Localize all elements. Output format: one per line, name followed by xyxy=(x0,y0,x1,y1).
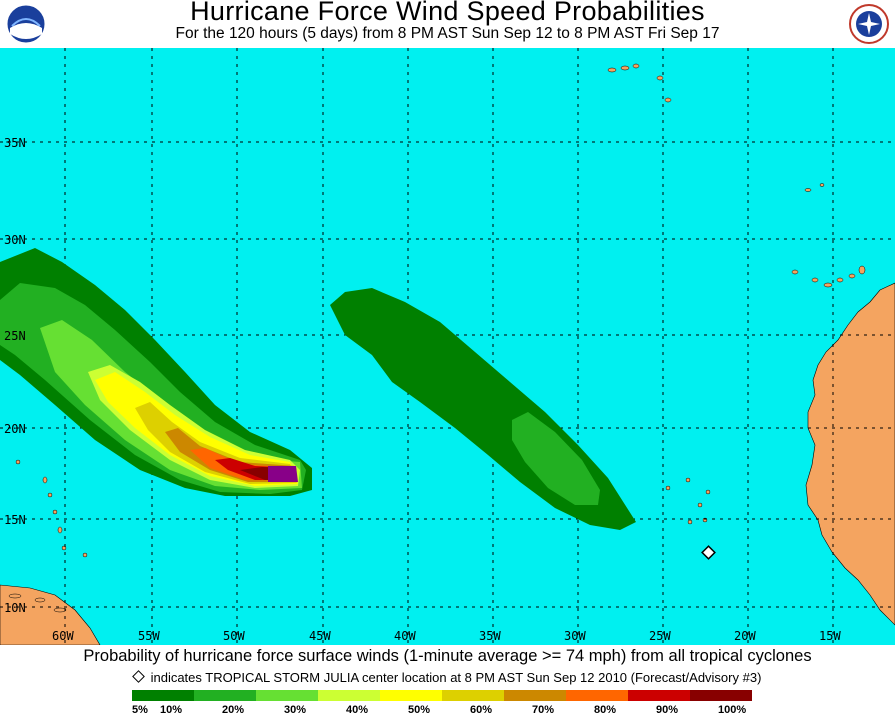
lon-label: 55W xyxy=(138,629,160,643)
legend-label: 90% xyxy=(656,704,679,716)
legend-label: 70% xyxy=(532,704,555,716)
legend-label: 60% xyxy=(470,704,493,716)
lon-label: 40W xyxy=(394,629,416,643)
footer: Probability of hurricane force surface w… xyxy=(0,645,895,716)
legend-swatch xyxy=(380,690,442,701)
lat-label: 10N xyxy=(4,601,26,615)
lon-label: 45W xyxy=(309,629,331,643)
legend-swatch xyxy=(628,690,690,701)
africa-land xyxy=(805,282,895,626)
page-subtitle: For the 120 hours (5 days) from 8 PM AST… xyxy=(175,25,720,42)
lat-label: 25N xyxy=(4,329,26,343)
legend-label: 5% xyxy=(132,704,148,716)
legend-swatch xyxy=(194,690,256,701)
legend-swatch xyxy=(132,690,194,701)
legend-swatch xyxy=(504,690,566,701)
lat-label: 35N xyxy=(4,136,26,150)
latitude-labels: 35N 30N 25N 20N 15N 10N xyxy=(4,136,26,615)
legend-swatch xyxy=(442,690,504,701)
map-caption: Probability of hurricane force surface w… xyxy=(83,647,812,665)
legend-label: 10% xyxy=(160,704,183,716)
noaa-logo xyxy=(6,4,46,44)
storm-center-marker xyxy=(701,545,716,560)
legend-label: 20% xyxy=(222,704,245,716)
lon-label: 15W xyxy=(819,629,841,643)
header: Hurricane Force Wind Speed Probabilities… xyxy=(0,0,895,48)
lon-label: 30W xyxy=(564,629,586,643)
lon-label: 25W xyxy=(649,629,671,643)
legend-labels: 5% 10% 20% 30% 40% 50% 60% 70% 80% 90% 1… xyxy=(0,704,895,718)
lon-label: 20W xyxy=(734,629,756,643)
legend-swatch xyxy=(566,690,628,701)
legend-label: 80% xyxy=(594,704,617,716)
legend-label: 30% xyxy=(284,704,307,716)
national-weather-service-logo xyxy=(849,4,889,44)
storm-note-text: indicates TROPICAL STORM JULIA center lo… xyxy=(150,670,762,685)
lat-label: 20N xyxy=(4,422,26,436)
julia-probability-swath xyxy=(0,248,312,496)
page-title: Hurricane Force Wind Speed Probabilities xyxy=(190,0,705,26)
lat-label: 15N xyxy=(4,513,26,527)
storm-note: indicates TROPICAL STORM JULIA center lo… xyxy=(0,670,895,685)
legend-label: 100% xyxy=(718,704,747,716)
lon-label: 60W xyxy=(52,629,74,643)
lon-label: 35W xyxy=(479,629,501,643)
legend-swatch xyxy=(690,690,752,701)
longitude-labels: 60W 55W 50W 45W 40W 35W 30W 25W 20W 15W xyxy=(52,629,841,643)
islands xyxy=(8,63,866,613)
probability-map: 35N 30N 25N 20N 15N 10N 60W 55W 50W 45W … xyxy=(0,48,895,645)
lat-label: 30N xyxy=(4,233,26,247)
eastern-probability-swath xyxy=(330,288,636,530)
lon-label: 50W xyxy=(223,629,245,643)
legend-label: 40% xyxy=(346,704,369,716)
legend-label: 50% xyxy=(408,704,431,716)
south-america-land xyxy=(0,584,101,645)
diamond-icon xyxy=(131,670,145,683)
grid-lines xyxy=(0,48,895,645)
legend-swatch xyxy=(256,690,318,701)
map-canvas: 35N 30N 25N 20N 15N 10N 60W 55W 50W 45W … xyxy=(0,48,895,645)
legend-swatch xyxy=(318,690,380,701)
